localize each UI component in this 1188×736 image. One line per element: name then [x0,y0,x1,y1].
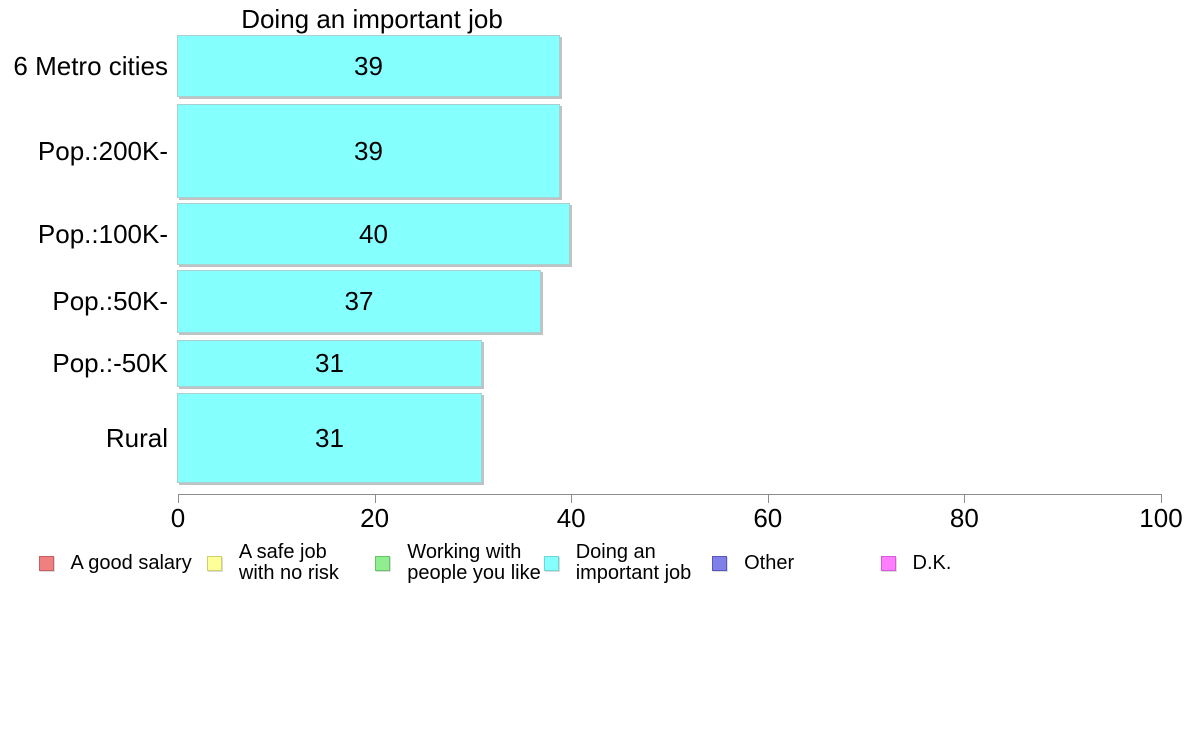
x-axis-tick [767,494,769,503]
legend-item: A good salary [38,542,192,584]
bar-value-label: 39 [354,50,383,81]
legend-swatch [206,555,222,571]
bar-value-label: 37 [344,286,374,316]
x-axis-tick [374,494,376,503]
x-axis-tick-label: 100 [1139,503,1183,533]
legend-item: Other [712,542,794,584]
legend-item: A safe job with no risk [206,541,339,584]
legend-item: Working with people you like [375,541,541,584]
legend-label: D.K. [912,551,952,574]
x-axis-tick [1161,494,1162,503]
x-axis-tick-label: 80 [949,503,979,533]
category-label: Pop.:50K- [52,286,168,316]
category-label: Pop.:100K- [37,218,168,249]
legend-swatch [38,555,54,571]
bar-value-label: 31 [315,348,344,378]
legend-swatch [880,555,896,571]
category-label: Pop.:200K- [37,135,168,166]
legend-swatch [543,555,559,571]
bar-value-label: 31 [315,422,344,453]
bar: 31 [177,393,482,483]
bar: 31 [177,340,482,387]
x-axis-tick [571,494,573,503]
category-label: 6 Metro cities [13,50,168,81]
x-axis [178,494,1161,495]
bar: 39 [177,104,560,198]
legend-label: Doing an important job [575,541,692,584]
legend-item: D.K. [880,542,952,584]
legend-label: Other [744,551,795,574]
legend-item: Doing an important job [543,541,692,584]
x-axis-tick-label: 60 [753,503,783,533]
legend-label: Working with people you like [407,541,541,584]
category-label: Rural [105,422,168,453]
bar-value-label: 39 [354,135,383,166]
category-label: Pop.:-50K [52,348,168,378]
x-axis-tick-label: 40 [556,503,586,533]
legend-label: A good salary [70,551,192,574]
bar: 40 [177,203,570,265]
chart-title: Doing an important job [241,4,503,34]
bar-value-label: 40 [359,218,388,249]
x-axis-tick-label: 0 [170,503,186,533]
legend-swatch [375,555,391,571]
legend-label: A safe job with no risk [238,541,339,584]
bar: 39 [177,35,560,97]
x-axis-tick-label: 20 [360,503,390,533]
x-axis-tick [178,494,179,503]
x-axis-tick [964,494,966,503]
bar: 37 [177,270,541,333]
legend-swatch [712,555,728,571]
